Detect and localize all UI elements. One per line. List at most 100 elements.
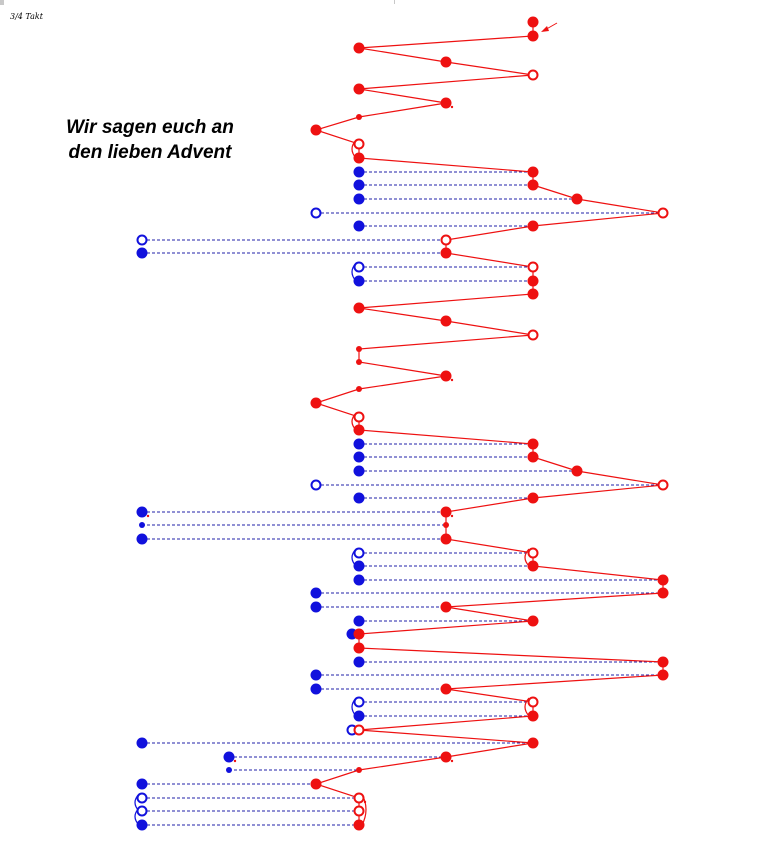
page-corner-marker <box>0 0 4 5</box>
melody-note <box>310 124 322 136</box>
accompaniment-note <box>136 234 148 246</box>
song-title-line-1: Wir sagen euch an <box>66 117 234 138</box>
melody-note <box>527 30 539 42</box>
melody-note <box>527 275 539 287</box>
melody-note <box>440 601 452 613</box>
melody-note <box>353 302 365 314</box>
melody-note <box>527 438 539 450</box>
melody-note <box>440 506 452 518</box>
accompaniment-note <box>223 751 235 763</box>
melody-note <box>440 234 452 246</box>
melody-note <box>527 16 539 28</box>
accompaniment-note <box>136 792 148 804</box>
augmentation-dot <box>363 800 367 804</box>
melody-note <box>527 492 539 504</box>
melody-note <box>353 83 365 95</box>
accompaniment-note <box>310 669 322 681</box>
melody-note <box>527 220 539 232</box>
melody-note <box>527 261 539 273</box>
melody-note <box>440 56 452 68</box>
melody-note <box>353 642 365 654</box>
melody-note <box>353 411 365 423</box>
accompaniment-note <box>136 506 148 518</box>
arrow-icon <box>541 22 558 32</box>
melody-note <box>527 451 539 463</box>
accompaniment-note <box>353 656 365 668</box>
accompaniment-note <box>353 615 365 627</box>
melody-note <box>527 696 539 708</box>
melody-note <box>571 465 583 477</box>
accompaniment-note <box>353 261 365 273</box>
melody-note <box>356 346 362 352</box>
melody-note <box>657 479 669 491</box>
accompaniment-note <box>353 166 365 178</box>
melody-note <box>527 710 539 722</box>
accompaniment-note <box>353 492 365 504</box>
accompaniment-note <box>136 805 148 817</box>
melody-note <box>657 574 669 586</box>
melody-note <box>353 424 365 436</box>
melody-note <box>527 179 539 191</box>
accompaniment-note <box>139 522 145 528</box>
melody-note <box>657 207 669 219</box>
melody-note <box>353 805 365 817</box>
ties <box>134 139 530 826</box>
accompaniment-note <box>310 683 322 695</box>
accompaniment-note <box>353 438 365 450</box>
melody-note <box>527 547 539 559</box>
melody-note <box>310 397 322 409</box>
accompaniment-note <box>136 778 148 790</box>
melody-note <box>527 615 539 627</box>
meter-label: 3/4 Takt <box>10 12 43 21</box>
melody-note <box>440 533 452 545</box>
accompaniment-note <box>136 533 148 545</box>
melody-note <box>527 329 539 341</box>
melody-note <box>356 359 362 365</box>
accompaniment-note <box>136 819 148 831</box>
accompaniment-note <box>310 587 322 599</box>
accompaniment-note <box>136 737 148 749</box>
melody-note <box>440 247 452 259</box>
melody-note <box>353 819 365 831</box>
accompaniment-note <box>226 767 232 773</box>
melody-note <box>353 628 365 640</box>
accompaniment-note <box>353 179 365 191</box>
melody-note <box>440 370 452 382</box>
augmentation-dot <box>450 378 454 382</box>
accompaniment-note <box>353 451 365 463</box>
accompaniment-note <box>310 207 322 219</box>
melody-note <box>527 737 539 749</box>
accompaniment-note <box>353 193 365 205</box>
page-center-tick <box>394 0 395 4</box>
melody-polyline <box>313 22 664 825</box>
augmentation-dot <box>450 105 454 109</box>
song-title: Wir sagen euch an den lieben Advent <box>40 115 260 165</box>
accompaniment-note <box>353 560 365 572</box>
melody-note <box>527 166 539 178</box>
melody-note <box>356 386 362 392</box>
melody-line <box>313 22 664 825</box>
melody-note <box>527 288 539 300</box>
song-title-line-2: den lieben Advent <box>68 142 232 163</box>
melody-note <box>440 751 452 763</box>
melody-note <box>440 315 452 327</box>
melody-note <box>353 138 365 150</box>
melody-note <box>657 669 669 681</box>
augmentation-dot <box>450 514 454 518</box>
melody-note <box>356 767 362 773</box>
melody-note <box>657 656 669 668</box>
accompaniment-note <box>353 220 365 232</box>
augmentation-dot <box>450 759 454 763</box>
melody-note <box>353 792 365 804</box>
accompaniment-note <box>353 275 365 287</box>
augmentation-dot <box>146 514 150 518</box>
melody-note <box>440 97 452 109</box>
melody-note <box>527 560 539 572</box>
accompaniment-note <box>353 710 365 722</box>
melody-note <box>657 587 669 599</box>
accompaniment-note <box>353 465 365 477</box>
melody-note <box>353 42 365 54</box>
melody-note <box>353 724 365 736</box>
accompaniment-note <box>136 247 148 259</box>
